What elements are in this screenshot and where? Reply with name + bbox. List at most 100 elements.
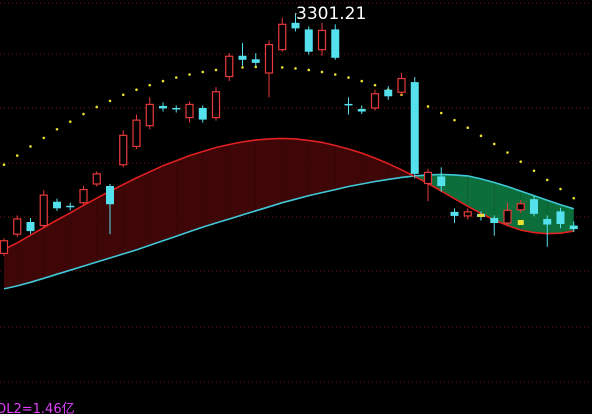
dotted-line-point-1 bbox=[15, 154, 19, 157]
ma-band-segment-15 bbox=[202, 147, 216, 228]
candle-18 bbox=[238, 43, 247, 66]
candle-body bbox=[291, 22, 300, 29]
ma-band-segment-16 bbox=[216, 144, 230, 224]
dotted-line-point-37 bbox=[492, 142, 496, 146]
candle-body bbox=[238, 55, 247, 60]
candle-29 bbox=[384, 86, 393, 100]
candles bbox=[0, 14, 578, 256]
candle-27 bbox=[357, 105, 366, 115]
candle-36 bbox=[477, 211, 485, 221]
candle-body bbox=[225, 55, 234, 78]
candle-body bbox=[423, 171, 433, 185]
dotted-line-point-23 bbox=[307, 68, 311, 72]
dotted-line-point-38 bbox=[506, 151, 509, 154]
candle-body bbox=[397, 77, 406, 93]
ma-band-segment-14 bbox=[189, 151, 203, 232]
ma-band-segment-19 bbox=[255, 138, 269, 211]
ma-band-segment-21 bbox=[282, 138, 296, 203]
dotted-line-point-21 bbox=[280, 66, 284, 69]
ma-band-segment-1 bbox=[17, 235, 31, 286]
candle-body bbox=[357, 108, 366, 112]
candle-0 bbox=[0, 238, 9, 256]
candle-body bbox=[145, 103, 154, 127]
candle-body bbox=[132, 119, 141, 148]
dotted-line-point-14 bbox=[188, 73, 191, 76]
candle-body bbox=[370, 93, 380, 109]
candle-42 bbox=[556, 207, 565, 229]
dotted-line-point-36 bbox=[479, 134, 483, 138]
candle-highlight bbox=[478, 213, 484, 217]
candle-40 bbox=[530, 196, 538, 217]
ma-band-segment-4 bbox=[57, 212, 71, 275]
candle-body bbox=[530, 199, 538, 214]
dotted-line-point-13 bbox=[174, 76, 178, 79]
fast-ma-line bbox=[3, 137, 574, 251]
ma-band-segment-24 bbox=[322, 142, 336, 193]
dotted-line-point-41 bbox=[545, 178, 549, 182]
dotted-line-point-39 bbox=[519, 160, 523, 163]
dotted-line-point-25 bbox=[333, 73, 337, 76]
dotted-line-point-19 bbox=[254, 65, 258, 69]
ma-band-segment-2 bbox=[30, 227, 44, 283]
candle-body bbox=[344, 103, 353, 106]
candle-body bbox=[278, 23, 287, 51]
dotted-line-point-16 bbox=[214, 68, 218, 72]
ma-band-segment-5 bbox=[70, 205, 84, 271]
candle-6 bbox=[79, 186, 88, 206]
candle-25 bbox=[331, 24, 340, 60]
candle-28 bbox=[370, 89, 380, 111]
candle-body bbox=[437, 176, 446, 187]
ma-band-segment-28 bbox=[375, 158, 389, 182]
dotted-line-point-11 bbox=[148, 83, 152, 87]
candle-body bbox=[251, 59, 260, 63]
candle-body bbox=[463, 211, 472, 217]
candle-31 bbox=[410, 77, 419, 179]
candle-body bbox=[66, 205, 75, 208]
candle-body bbox=[79, 188, 88, 204]
candle-20 bbox=[264, 40, 274, 98]
candle-body bbox=[543, 218, 552, 225]
candle-body bbox=[0, 240, 9, 255]
candle-body bbox=[331, 29, 340, 58]
candle-1 bbox=[13, 215, 22, 238]
candle-body bbox=[317, 29, 327, 51]
ma-band-segment-41 bbox=[547, 200, 561, 234]
dotted-line-point-22 bbox=[294, 67, 297, 70]
candle-3 bbox=[39, 190, 48, 229]
dotted-line-point-40 bbox=[532, 169, 536, 173]
dotted-line-point-3 bbox=[42, 136, 46, 140]
candle-10 bbox=[132, 114, 141, 150]
candle-34 bbox=[450, 208, 459, 224]
candle-body bbox=[26, 222, 35, 232]
candle-23 bbox=[304, 26, 313, 55]
ma-band-segment-25 bbox=[335, 145, 349, 190]
candle-body bbox=[172, 107, 181, 110]
volume-indicator-label: OL2=1.46亿 bbox=[0, 402, 75, 414]
candle-12 bbox=[159, 102, 167, 112]
candle-body bbox=[119, 134, 128, 166]
candle-11 bbox=[145, 97, 154, 130]
candle-body bbox=[384, 89, 393, 97]
candle-body bbox=[198, 107, 207, 120]
candle-41 bbox=[543, 215, 552, 247]
dotted-line-point-7 bbox=[95, 105, 99, 109]
dotted-line-point-35 bbox=[466, 126, 470, 130]
candle-body bbox=[450, 211, 459, 216]
candle-body bbox=[185, 103, 194, 119]
dotted-line-point-42 bbox=[559, 187, 562, 191]
candle-body bbox=[106, 186, 114, 205]
dotted-line-point-10 bbox=[135, 88, 138, 92]
candle-8 bbox=[106, 183, 114, 235]
candle-body bbox=[159, 105, 167, 109]
candle-body bbox=[211, 91, 221, 119]
candle-body bbox=[92, 173, 101, 185]
ma-band-segment-3 bbox=[43, 219, 57, 279]
dotted-line-point-12 bbox=[161, 79, 165, 83]
candle-21 bbox=[278, 17, 287, 52]
candle-5 bbox=[66, 202, 75, 211]
dotted-line-point-18 bbox=[241, 66, 244, 69]
ma-band-segment-17 bbox=[229, 141, 243, 219]
dotted-line-point-15 bbox=[201, 70, 205, 74]
candle-39 bbox=[516, 200, 525, 226]
ma-band-segment-20 bbox=[269, 138, 283, 207]
